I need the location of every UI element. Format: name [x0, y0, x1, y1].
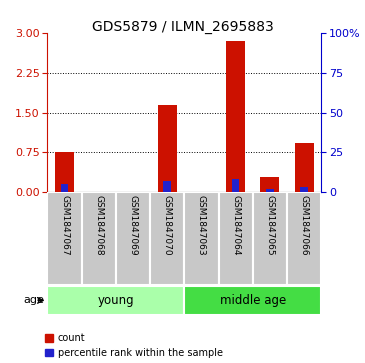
FancyBboxPatch shape	[82, 192, 116, 285]
Bar	[164, 181, 171, 192]
FancyBboxPatch shape	[47, 192, 82, 285]
Text: young: young	[97, 294, 134, 307]
Bar	[61, 184, 68, 192]
FancyBboxPatch shape	[150, 192, 184, 285]
FancyBboxPatch shape	[253, 192, 287, 285]
Text: GSM1847069: GSM1847069	[128, 195, 138, 256]
FancyBboxPatch shape	[287, 192, 321, 285]
Bar	[300, 187, 308, 192]
Text: GSM1847068: GSM1847068	[94, 195, 103, 256]
Bar	[226, 41, 245, 192]
Legend: count, percentile rank within the sample: count, percentile rank within the sample	[45, 333, 223, 358]
Bar	[261, 178, 279, 192]
Text: GSM1847063: GSM1847063	[197, 195, 206, 256]
Text: GSM1847067: GSM1847067	[60, 195, 69, 256]
Text: middle age: middle age	[220, 294, 286, 307]
Text: age: age	[23, 295, 44, 305]
Text: GSM1847070: GSM1847070	[163, 195, 172, 256]
FancyBboxPatch shape	[47, 286, 184, 315]
FancyBboxPatch shape	[219, 192, 253, 285]
Text: GSM1847066: GSM1847066	[300, 195, 308, 256]
Text: GSM1847065: GSM1847065	[265, 195, 274, 256]
Bar	[266, 189, 274, 192]
Text: GSM1847064: GSM1847064	[231, 195, 240, 256]
Bar	[232, 179, 239, 192]
Text: GDS5879 / ILMN_2695883: GDS5879 / ILMN_2695883	[92, 20, 273, 34]
FancyBboxPatch shape	[47, 192, 321, 285]
Bar	[295, 143, 314, 192]
Bar	[158, 105, 177, 192]
FancyBboxPatch shape	[184, 192, 219, 285]
FancyBboxPatch shape	[47, 285, 321, 316]
Bar	[55, 152, 74, 192]
FancyBboxPatch shape	[116, 192, 150, 285]
FancyBboxPatch shape	[184, 286, 321, 315]
